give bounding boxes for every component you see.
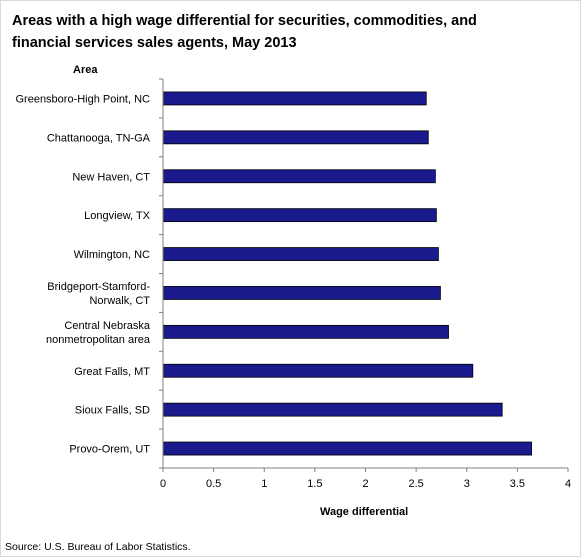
- x-tick-label: 1: [261, 478, 267, 490]
- category-label: Central Nebraska nonmetropolitan area: [46, 320, 151, 346]
- y-axis-label: Area: [73, 64, 98, 76]
- category-label-line: Central Nebraska: [64, 320, 150, 332]
- category-label: Bridgeport-Stamford- Norwalk, CT: [47, 281, 150, 307]
- category-label: New Haven, CT: [72, 171, 150, 183]
- category-label-line: Provo-Orem, UT: [69, 444, 150, 456]
- x-tick-label: 2.5: [408, 478, 423, 490]
- category-labels: Greensboro-High Point, NC Chattanooga, TN…: [15, 93, 150, 455]
- category-label-line: Norwalk, CT: [89, 295, 150, 307]
- category-label-line: nonmetropolitan area: [46, 334, 151, 346]
- category-label-line: Chattanooga, TN-GA: [47, 132, 151, 144]
- x-tick-label: 0.5: [206, 478, 221, 490]
- bar: [162, 91, 427, 106]
- x-tick-label: 1.5: [307, 478, 322, 490]
- x-tick-label: 3: [464, 478, 470, 490]
- category-label: Chattanooga, TN-GA: [47, 132, 151, 144]
- category-label-line: Greensboro-High Point, NC: [15, 93, 150, 105]
- bar: [162, 324, 449, 339]
- bars-group: [162, 91, 532, 456]
- category-label-line: Bridgeport-Stamford-: [47, 281, 150, 293]
- x-tick-label: 4: [565, 478, 571, 490]
- bar: [162, 130, 429, 145]
- category-label: Longview, TX: [84, 210, 151, 222]
- source-note: Source: U.S. Bureau of Labor Statistics.: [5, 541, 191, 553]
- category-label: Greensboro-High Point, NC: [15, 93, 150, 105]
- x-tick-label: 3.5: [510, 478, 525, 490]
- category-label-line: Great Falls, MT: [74, 366, 150, 378]
- bar: [162, 402, 503, 417]
- bar: [162, 169, 436, 184]
- x-tick-label: 0: [160, 478, 166, 490]
- bar: [162, 208, 437, 223]
- category-label: Sioux Falls, SD: [75, 405, 150, 417]
- x-axis-label: Wage differential: [320, 506, 409, 518]
- x-axis: 0 0.5 1 1.5 2 2.5 3 3.5 4: [159, 78, 571, 490]
- category-label-line: Wilmington, NC: [74, 249, 150, 261]
- bar: [162, 441, 532, 456]
- x-tick-label: 2: [362, 478, 368, 490]
- category-label: Provo-Orem, UT: [69, 444, 150, 456]
- bar: [162, 363, 474, 378]
- category-label-line: Longview, TX: [84, 210, 151, 222]
- category-label-line: New Haven, CT: [72, 171, 150, 183]
- category-label: Wilmington, NC: [74, 249, 150, 261]
- bar: [162, 286, 441, 300]
- category-label-line: Sioux Falls, SD: [75, 405, 150, 417]
- chart-title: Areas with a high wage differential for …: [12, 13, 477, 51]
- category-label: Great Falls, MT: [74, 366, 150, 378]
- bar: [162, 247, 439, 261]
